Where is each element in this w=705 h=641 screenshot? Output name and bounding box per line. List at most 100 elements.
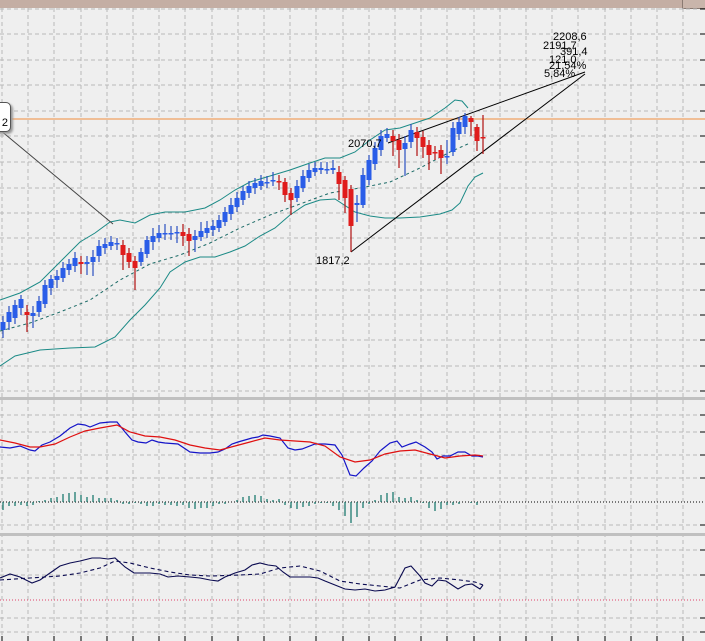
candle xyxy=(108,236,114,250)
projection-value-1: 2208,6 xyxy=(553,31,587,43)
candle xyxy=(72,252,78,272)
candle xyxy=(324,162,330,174)
candle xyxy=(294,180,300,202)
candle xyxy=(270,172,276,186)
candle xyxy=(150,228,156,250)
stochastic-signal-line xyxy=(0,560,484,589)
projection-value-3: 391,4 xyxy=(560,46,588,58)
grid-lines xyxy=(0,8,700,641)
candle xyxy=(390,130,396,156)
candle xyxy=(432,146,438,160)
candle xyxy=(30,306,36,328)
object-callout-box[interactable]: 2 xyxy=(0,102,11,132)
projection-percent-1: 21,54% xyxy=(549,60,587,72)
candle xyxy=(336,166,342,200)
candle xyxy=(318,162,324,174)
candle xyxy=(48,275,54,295)
candle xyxy=(456,117,462,140)
candle xyxy=(264,176,270,188)
candle xyxy=(174,226,180,243)
candle xyxy=(60,262,66,282)
candle xyxy=(234,192,240,212)
pane-separator-1 xyxy=(0,397,705,400)
candle xyxy=(210,220,216,236)
candle xyxy=(312,162,318,176)
candle xyxy=(474,124,480,151)
candle xyxy=(444,140,450,164)
pane-separators[interactable] xyxy=(0,397,705,536)
axis-ticks xyxy=(1,8,705,641)
candle xyxy=(96,240,102,262)
projection-value-4: 121,0 xyxy=(549,54,577,66)
candle xyxy=(42,280,48,308)
candle xyxy=(240,186,246,205)
candle xyxy=(216,215,222,232)
callout-text: 2 xyxy=(1,117,8,129)
low-price-label: 1817,2 xyxy=(316,255,350,267)
projection-value-2: 2191,7 xyxy=(543,40,577,52)
candle xyxy=(378,130,384,156)
candle xyxy=(330,160,336,174)
candle xyxy=(468,116,474,136)
candle xyxy=(372,142,378,170)
candle xyxy=(288,188,294,215)
candle xyxy=(102,238,108,254)
candle xyxy=(450,122,456,156)
candle xyxy=(162,224,168,240)
candle xyxy=(186,228,192,256)
candle xyxy=(396,134,402,168)
candle xyxy=(438,145,444,174)
macd-line xyxy=(0,421,484,477)
projection-percent-2: 5,84% xyxy=(544,68,575,80)
candle xyxy=(168,226,174,240)
candle xyxy=(114,238,120,250)
candle xyxy=(300,170,306,192)
candle xyxy=(426,140,432,170)
candle xyxy=(84,256,90,275)
candle xyxy=(126,248,132,268)
candle xyxy=(408,124,414,148)
candle xyxy=(246,181,252,198)
candle xyxy=(480,115,486,154)
candle xyxy=(36,296,42,317)
candle xyxy=(0,316,6,338)
stochastic-pane xyxy=(0,557,705,601)
candle xyxy=(198,222,204,241)
candle xyxy=(366,155,372,185)
candle xyxy=(348,185,354,252)
candle xyxy=(258,175,264,190)
candle xyxy=(462,113,468,134)
candle xyxy=(6,306,12,330)
stochastic-main-line xyxy=(0,557,484,592)
price-pane xyxy=(0,71,705,367)
candle xyxy=(138,248,144,266)
candle xyxy=(276,175,282,190)
candle xyxy=(420,131,426,158)
candle xyxy=(414,127,420,156)
candle xyxy=(192,230,198,252)
candle xyxy=(132,256,138,290)
signal-line xyxy=(0,424,484,463)
candle xyxy=(18,295,24,315)
candle xyxy=(402,136,408,176)
candle xyxy=(66,259,72,275)
candle xyxy=(306,164,312,182)
middle-band xyxy=(0,142,471,332)
trend-line xyxy=(0,129,114,225)
candle xyxy=(228,198,234,220)
candle xyxy=(282,178,288,202)
candle xyxy=(252,178,258,194)
candle xyxy=(54,270,60,288)
candle xyxy=(120,240,126,270)
candle xyxy=(204,221,210,238)
candle xyxy=(78,256,84,274)
candle xyxy=(156,225,162,242)
pane-separator-2 xyxy=(0,533,705,536)
candle xyxy=(360,168,366,208)
macd-pane xyxy=(0,421,705,523)
candle xyxy=(354,195,360,222)
candle xyxy=(222,207,228,226)
lower-bollinger-band xyxy=(0,172,484,367)
candle xyxy=(180,224,186,246)
